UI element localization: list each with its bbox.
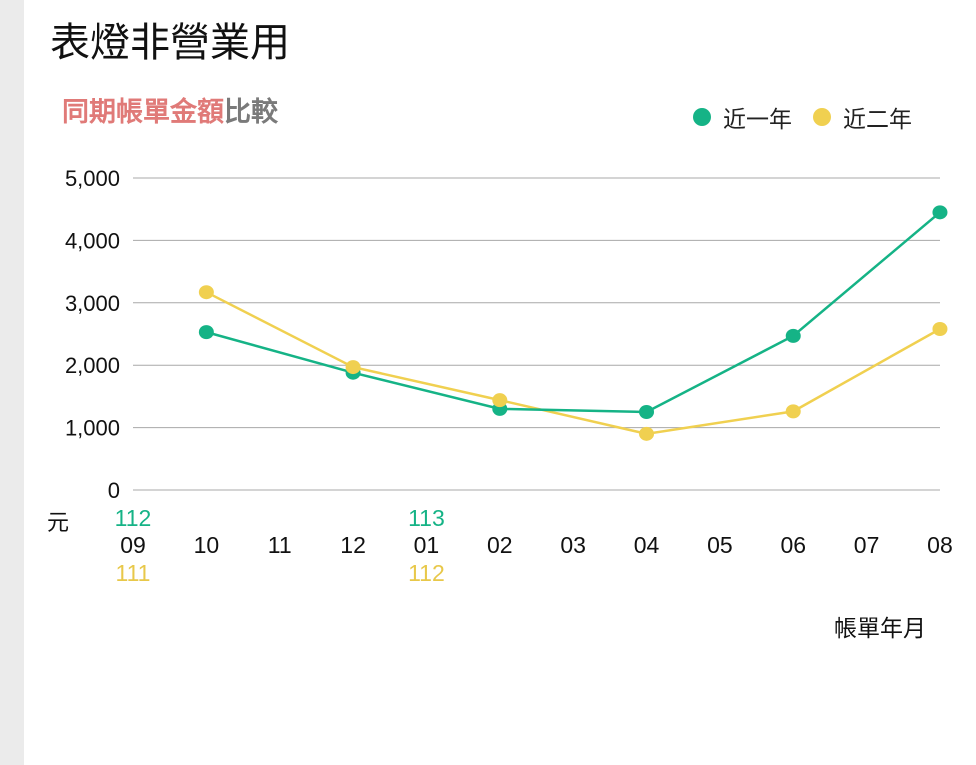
data-point <box>492 393 508 408</box>
y-tick-label: 1,000 <box>65 416 120 441</box>
y-tick-label: 5,000 <box>65 166 120 191</box>
data-point <box>785 404 801 419</box>
x-tick-label: 12 <box>340 532 366 558</box>
chart-title: 同期帳單金額比較 <box>62 90 278 129</box>
data-point <box>639 426 655 441</box>
x-tick-label: 04 <box>634 532 660 558</box>
data-point <box>932 205 948 220</box>
legend-dot-icon <box>693 108 711 126</box>
data-point <box>639 405 655 419</box>
y-axis-unit: 元 <box>47 510 69 535</box>
legend-item-recent-year: 近一年 <box>693 100 792 134</box>
page-title: 表燈非營業用 <box>50 20 290 66</box>
data-point <box>345 360 361 375</box>
data-point <box>785 328 801 343</box>
year-marker-previous: 112 <box>408 560 445 586</box>
data-point <box>198 325 214 340</box>
y-tick-label: 4,000 <box>65 228 120 253</box>
y-tick-label: 2,000 <box>65 353 120 378</box>
x-tick-label: 03 <box>560 532 586 558</box>
year-marker-recent: 113 <box>408 505 445 531</box>
y-tick-label: 0 <box>108 478 120 503</box>
x-tick-label: 08 <box>927 532 953 558</box>
series-line <box>206 211 941 414</box>
left-edge-strip <box>0 0 24 765</box>
legend-label: 近一年 <box>723 107 792 133</box>
x-axis-label: 帳單年月 <box>834 615 926 641</box>
x-tick-label: 10 <box>194 532 220 558</box>
legend-item-two-years: 近二年 <box>813 100 912 134</box>
legend-label: 近二年 <box>843 107 912 133</box>
legend-dot-icon <box>813 108 831 126</box>
chart-title-rest: 比較 <box>224 97 278 128</box>
x-tick-label: 09 <box>120 532 146 558</box>
x-tick-label: 05 <box>707 532 733 558</box>
x-tick-label: 02 <box>487 532 513 558</box>
year-marker-recent: 112 <box>115 505 152 531</box>
data-point <box>932 322 948 337</box>
x-tick-label: 11 <box>268 532 292 558</box>
y-tick-label: 3,000 <box>65 291 120 316</box>
x-tick-label: 01 <box>414 532 440 558</box>
chart-title-highlight: 同期帳單金額 <box>62 97 224 128</box>
series-line <box>205 291 941 436</box>
x-tick-label: 07 <box>854 532 880 558</box>
x-tick-label: 06 <box>780 532 806 558</box>
year-marker-previous: 111 <box>116 560 151 586</box>
data-point <box>198 285 214 300</box>
